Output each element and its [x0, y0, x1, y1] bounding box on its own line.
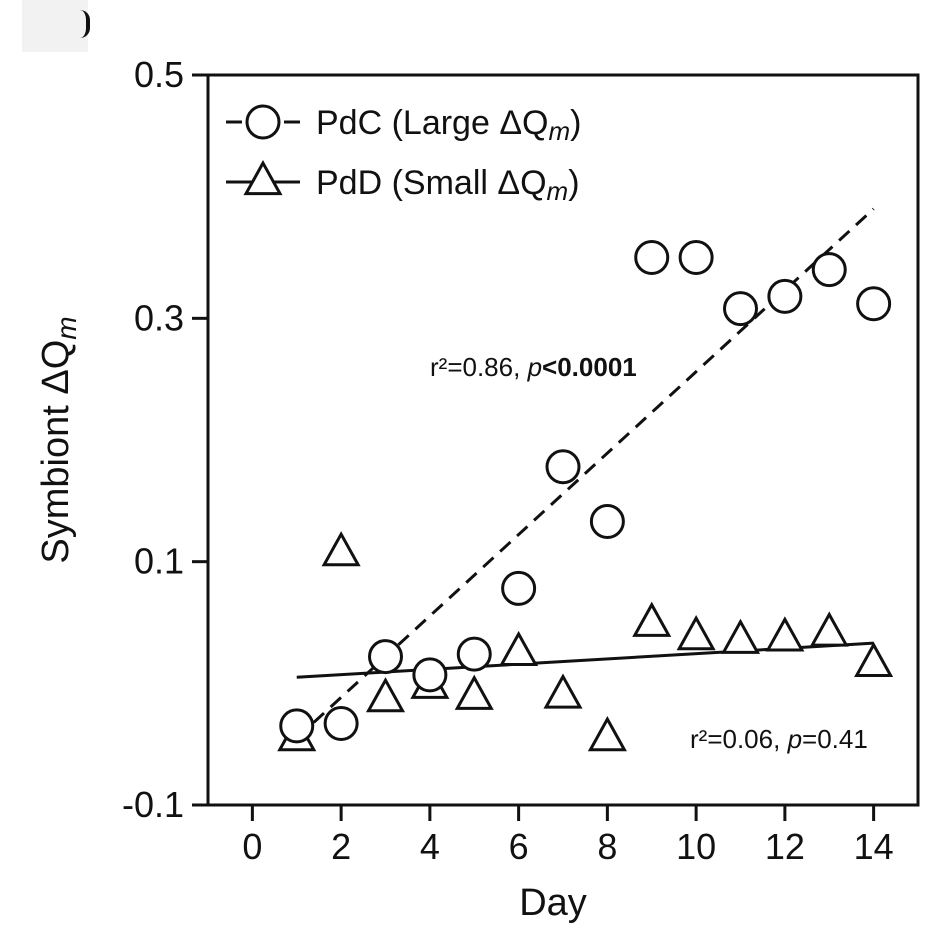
stat-annotations: r²=0.86, p<0.0001 r²=0.06, p=0.41 — [430, 352, 868, 754]
circle-point — [279, 708, 315, 744]
stat-label-2: r²=0.06, p=0.41 — [690, 724, 868, 754]
triangle-point — [499, 630, 539, 667]
panel-label-fragment — [22, 0, 90, 52]
triangle-point — [587, 716, 627, 752]
y-axis-title: Symbiont ΔQm — [35, 316, 82, 563]
x-tick-label: 4 — [420, 826, 440, 867]
axis-titles: Day Symbiont ΔQm — [35, 316, 587, 924]
y-tick-label: 0.5 — [134, 54, 184, 95]
triangle-point — [365, 677, 406, 713]
y-tick-label: 0.1 — [134, 541, 184, 582]
plot-frame — [206, 73, 920, 807]
circle-point — [323, 705, 359, 741]
stat-label-1: r²=0.86, p<0.0001 — [430, 352, 637, 382]
legend-circle-marker — [245, 104, 281, 140]
x-tick-label: 0 — [242, 826, 262, 867]
y-tick-label: -0.1 — [122, 784, 184, 825]
x-tick-label: 8 — [597, 826, 617, 867]
x-tick-label: 10 — [676, 826, 716, 867]
triangle-point — [543, 673, 583, 709]
triangle-point — [321, 531, 361, 567]
triangle-point — [454, 674, 494, 710]
x-tick-label: 14 — [854, 826, 894, 867]
legend-label: PdD (Small ΔQm) — [316, 164, 580, 206]
circle-point — [723, 291, 758, 327]
triangle-point — [632, 601, 672, 637]
circle-point — [368, 639, 403, 675]
legend-label: PdC (Large ΔQm) — [316, 104, 581, 146]
circle-point — [589, 504, 625, 540]
x-tick-label: 12 — [765, 826, 805, 867]
circle-point — [456, 636, 492, 672]
circle-point — [634, 240, 670, 275]
circle-point — [767, 278, 803, 314]
circle-point — [856, 286, 892, 322]
x-tick-label: 6 — [509, 826, 529, 867]
triangle-point — [809, 611, 849, 647]
triangle-point — [854, 641, 894, 677]
triangle-point — [720, 618, 761, 654]
circle-point — [412, 657, 448, 693]
triangle-point — [676, 615, 716, 651]
data-points — [277, 240, 894, 752]
circle-point — [678, 240, 714, 275]
triangle-point — [765, 616, 805, 652]
legend-triangle-marker — [243, 159, 283, 196]
y-tick-label: 0.3 — [134, 297, 184, 338]
x-axis-title: Day — [519, 882, 587, 924]
circle-point — [501, 570, 537, 606]
legend: PdC (Large ΔQm) PdD (Small ΔQm) — [226, 104, 581, 206]
circle-point — [811, 252, 847, 288]
circle-point — [545, 449, 581, 485]
x-tick-label: 2 — [331, 826, 351, 867]
axes: 0.5 0.3 0.1 -0.1 0 2 4 6 8 10 12 14 — [122, 54, 920, 867]
